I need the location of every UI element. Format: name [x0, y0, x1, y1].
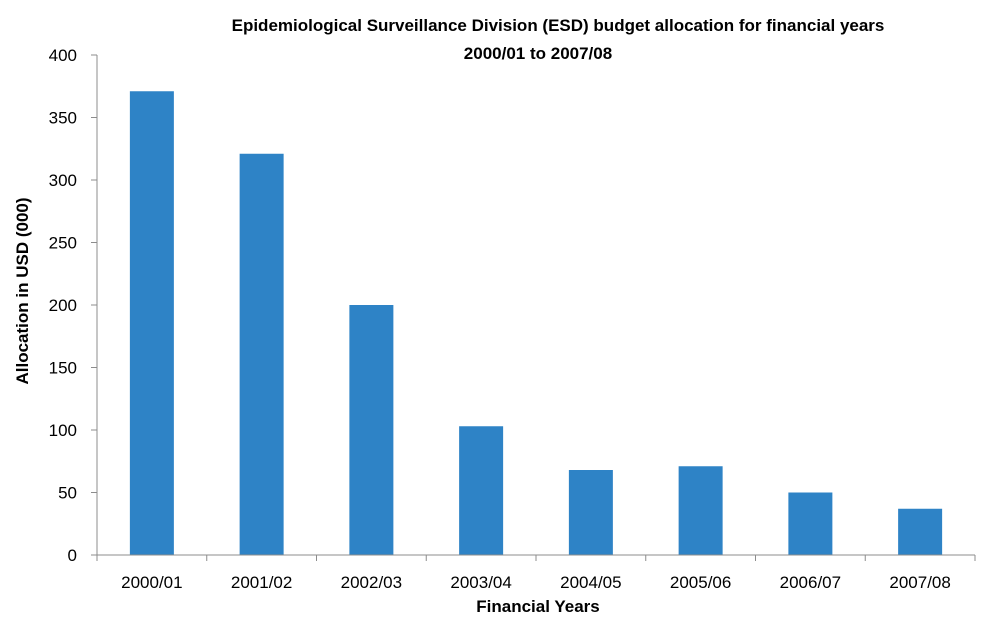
y-axis-ticks: 0 50 100 150 200 250 300 350 400 — [49, 46, 97, 565]
y-axis-label: Allocation in USD (000) — [13, 197, 32, 384]
bar — [129, 91, 174, 555]
bar — [568, 470, 613, 555]
x-tick-label: 2000/01 — [121, 573, 182, 592]
x-tick-label: 2001/02 — [231, 573, 292, 592]
bar — [788, 492, 833, 555]
y-tick-label: 300 — [49, 171, 77, 190]
y-tick-label: 250 — [49, 234, 77, 253]
chart-title: Epidemiological Surveillance Division (E… — [232, 16, 885, 35]
x-tick-label: 2006/07 — [780, 573, 841, 592]
y-tick-label: 50 — [58, 484, 77, 503]
bar — [239, 153, 284, 555]
x-tick-label: 2002/03 — [341, 573, 402, 592]
x-axis-ticks: 2000/01 2001/02 2002/03 2003/04 2004/05 2005/… — [96, 555, 976, 592]
y-tick-label: 0 — [68, 546, 77, 565]
y-tick-label: 150 — [49, 359, 77, 378]
bar — [459, 426, 504, 555]
x-tick-label: 2005/06 — [670, 573, 731, 592]
y-tick-label: 350 — [49, 109, 77, 128]
bars — [129, 91, 943, 555]
bar — [898, 508, 943, 555]
y-tick-label: 400 — [49, 46, 77, 65]
bar — [349, 305, 394, 555]
x-tick-label: 2003/04 — [450, 573, 511, 592]
chart-subtitle: 2000/01 to 2007/08 — [464, 44, 612, 63]
y-tick-label: 100 — [49, 421, 77, 440]
x-tick-label: 2007/08 — [889, 573, 950, 592]
x-tick-label: 2004/05 — [560, 573, 621, 592]
bar — [678, 466, 723, 555]
y-tick-label: 200 — [49, 296, 77, 315]
x-axis-label: Financial Years — [476, 597, 599, 616]
